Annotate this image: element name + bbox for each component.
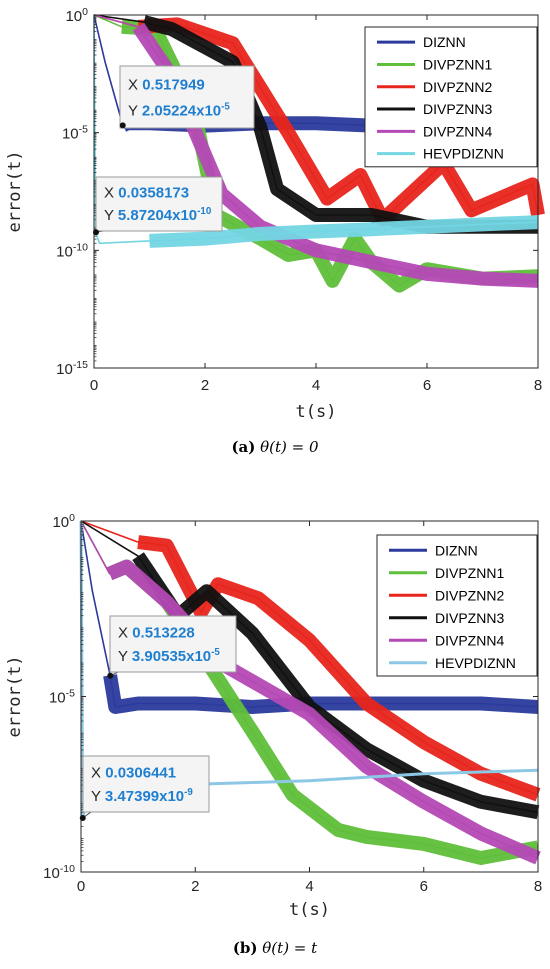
legend-label-hevpdiznn: HEVPDIZNN [423,146,504,162]
datatip-box [109,615,237,673]
y-tick-label: 10-15 [56,359,88,378]
caption-a-label: (a) [231,438,256,456]
x-tick-label: 4 [312,377,320,394]
legend-box [376,534,538,677]
x-tick-label: 4 [305,878,313,895]
series-hevpdiznn-line [93,14,539,245]
datatip-x: X 0.513228 [118,624,195,641]
y-axis-label: error(t) [5,151,25,233]
chart-panel-a: 0 2 4 6 8 100 10-5 10-10 10-15 t(s) error(t) DIZNN D… [0,0,550,470]
datatip-y: Y 3.90535x10-5 [118,647,220,665]
datatip-box [95,176,223,232]
series-divpznn2-line [80,520,539,796]
datatip-y: Y 5.87204x10-10 [104,206,212,224]
datatip-x: X 0.0358173 [104,185,189,202]
caption-a-math: θ(t) = 0 [260,438,319,456]
x-tick-label: 2 [201,377,209,394]
y-axis-label: error(t) [5,656,25,738]
legend-label-divpznn3: DIVPZNN3 [423,101,492,117]
y-tick-label: 10-10 [43,863,75,882]
legend-label-diznn: DIZNN [423,34,466,50]
caption-a: (a) θ(t) = 0 [0,438,550,456]
x-tick-label: 2 [191,878,199,895]
datatip-marker [79,814,86,821]
y-tick-label: 10-5 [62,124,88,143]
datatip-x: X 0.0306441 [91,764,176,781]
datatip-marker [92,229,99,236]
x-tick-label: 6 [420,878,428,895]
chart-panel-b: 0 2 4 6 8 100 10-5 10-10 t(s) error(t) DIZNN DIVPZN… [0,505,550,969]
datatip-y: Y 2.05224x10-5 [128,102,230,120]
chart-a: 0 2 4 6 8 100 10-5 10-10 10-15 t(s) error(t) DIZNN D… [5,6,545,422]
datatip-x: X 0.517949 [128,77,205,94]
series-group [79,520,541,865]
legend-label-divpznn2: DIVPZNN2 [435,587,504,603]
legend-label-hevpdiznn: HEVPDIZNN [435,655,516,671]
series-diznn-line [80,520,539,708]
legend-box [364,26,538,168]
x-tick-label: 0 [77,878,85,895]
x-tick-label: 8 [534,377,542,394]
x-tick-label: 6 [423,377,431,394]
y-tick-label: 10-5 [49,688,75,707]
x-axis-label: t(s) [289,900,330,920]
legend-label-divpznn1: DIVPZNN1 [435,565,504,581]
datatip-box [82,755,210,813]
x-tick-label: 8 [534,878,542,895]
caption-b: (b) θ(t) = t [0,939,550,957]
caption-b-math: θ(t) = t [262,939,318,957]
x-axis-label: t(s) [296,402,337,422]
series-divpznn4-line [80,520,539,859]
datatip-marker [119,122,126,129]
datatip-y: Y 3.47399x10-9 [91,787,193,805]
x-tick-label: 0 [90,377,98,394]
legend-label-divpznn4: DIVPZNN4 [435,632,504,648]
y-tick-label: 100 [65,6,88,25]
legend-label-divpznn4: DIVPZNN4 [423,123,492,139]
legend-label-divpznn2: DIVPZNN2 [423,79,492,95]
y-tick-label: 10-10 [56,241,88,260]
datatip-box [119,65,255,129]
chart-b: 0 2 4 6 8 100 10-5 10-10 t(s) error(t) DIZNN DIVPZN… [5,512,542,920]
legend-label-diznn: DIZNN [435,542,478,558]
legend-label-divpznn3: DIVPZNN3 [435,610,504,626]
caption-b-label: (b) [232,939,258,957]
datatip-marker [107,672,114,679]
legend-label-divpznn1: DIVPZNN1 [423,56,492,72]
y-tick-label: 100 [52,512,75,531]
